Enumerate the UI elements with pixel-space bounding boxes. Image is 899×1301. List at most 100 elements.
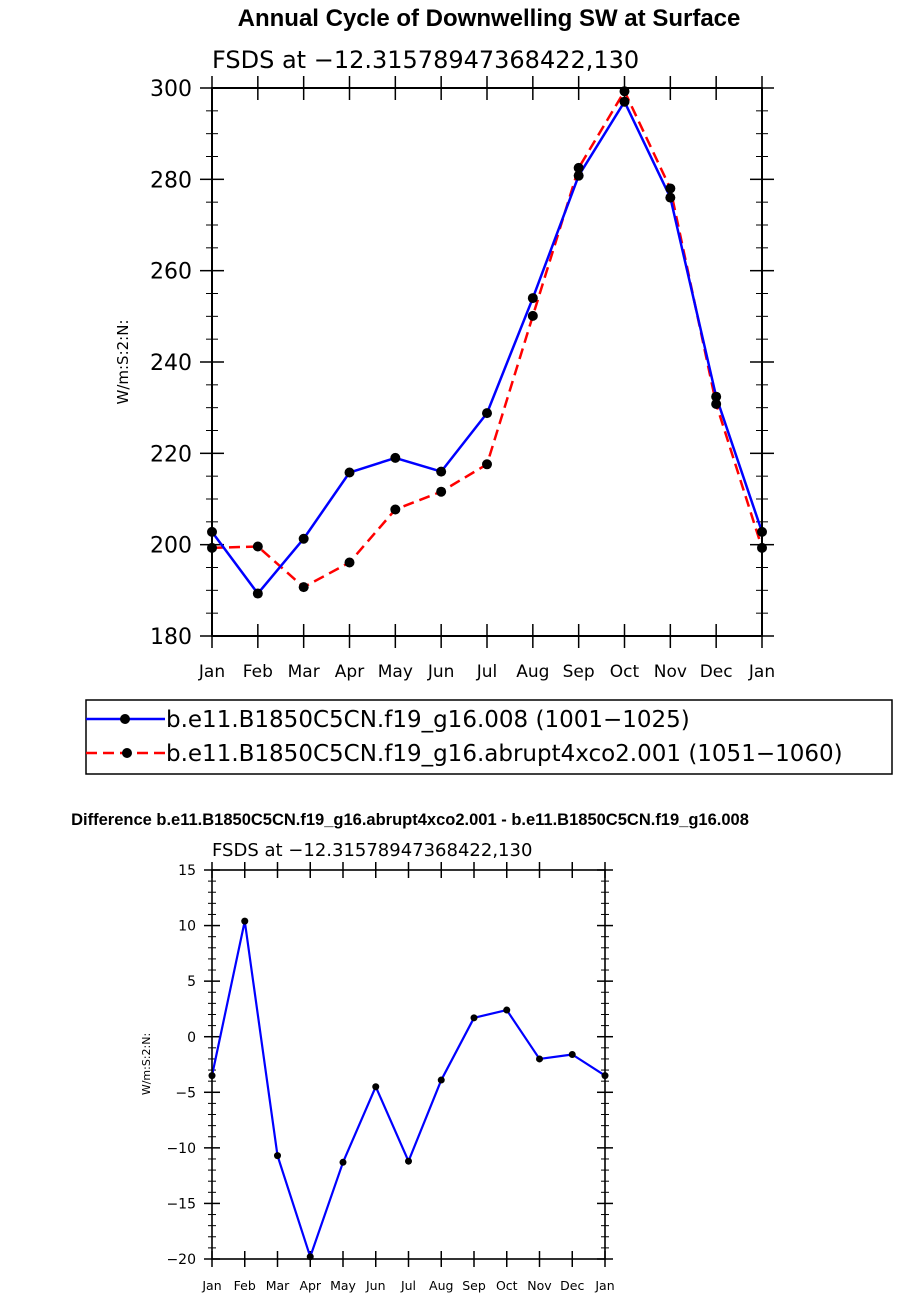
x-tick-label: Nov — [654, 662, 687, 682]
x-tick-label: Jan — [748, 662, 775, 682]
x-tick-label: Jan — [594, 1278, 614, 1293]
series-line-1 — [210, 920, 606, 1258]
series-1-point — [619, 96, 630, 107]
series-1-point — [436, 466, 447, 477]
series-1-point — [405, 1157, 412, 1165]
series-2-point — [436, 486, 447, 497]
series-2-point — [573, 162, 584, 173]
legend-marker-1 — [120, 714, 130, 724]
chart-2-y-tick-labels: −20 −15 −10 −5 0 5 10 15 — [166, 863, 196, 1268]
series-1-point — [482, 408, 492, 419]
x-tick-label: Jan — [198, 662, 225, 682]
series-1-point — [665, 192, 676, 203]
chart-2-title: Difference b.e11.B1850C5CN.f19_g16.abrup… — [71, 811, 749, 829]
y-tick-label: 15 — [178, 863, 196, 879]
x-tick-label: May — [330, 1278, 356, 1293]
y-tick-label: 280 — [150, 168, 192, 193]
chart-2: Difference b.e11.B1850C5CN.f19_g16.abrup… — [71, 811, 749, 1293]
x-tick-label: Apr — [299, 1278, 321, 1293]
x-tick-label: Jul — [476, 662, 498, 682]
series-2-point — [482, 459, 492, 470]
chart-1-x-tick-labels: Jan Feb Mar Apr May Jun Jul Aug Sep Oct Nov Dec Jan — [198, 662, 775, 682]
x-tick-label: Mar — [266, 1278, 290, 1293]
series-1-point — [573, 170, 584, 181]
legend-entry-1: b.e11.B1850C5CN.f19_g16.008 (1001−1025) — [86, 707, 690, 733]
chart-1-legend: b.e11.B1850C5CN.f19_g16.008 (1001−1025) … — [85, 699, 893, 775]
series-1-point — [298, 533, 309, 544]
x-tick-label: Oct — [496, 1278, 518, 1293]
series-2-point — [711, 399, 722, 410]
chart-1-title: Annual Cycle of Downwelling SW at Surfac… — [238, 5, 741, 32]
series-line-2 — [211, 89, 764, 589]
x-tick-label: Dec — [560, 1278, 584, 1293]
x-tick-label: Jun — [365, 1278, 386, 1293]
chart-2-x-tick-labels: Jan Feb Mar Apr May Jun Jul Aug Sep Oct Nov Dec Jan — [201, 1278, 614, 1293]
legend-entry-2: b.e11.B1850C5CN.f19_g16.abrupt4xco2.001 … — [86, 741, 843, 767]
chart-1-plot-frame — [211, 87, 763, 637]
chart-2-series — [208, 917, 609, 1261]
series-1-point — [470, 1014, 478, 1022]
y-tick-label: −5 — [175, 1085, 196, 1101]
series-1-point — [274, 1152, 281, 1160]
x-tick-label: Sep — [462, 1278, 486, 1293]
chart-1-subtitle: FSDS at −12.31578947368422,130 — [212, 46, 639, 74]
x-tick-label: Apr — [335, 662, 364, 682]
y-tick-label: 260 — [150, 260, 192, 285]
legend-label-1: b.e11.B1850C5CN.f19_g16.008 (1001−1025) — [166, 707, 690, 733]
x-tick-label: Jun — [427, 662, 455, 682]
series-1-point — [437, 1076, 445, 1084]
x-tick-label: Nov — [527, 1278, 552, 1293]
x-tick-label: Mar — [288, 662, 320, 682]
x-tick-label: Sep — [563, 662, 595, 682]
series-1-point — [344, 467, 355, 478]
series-1-point — [568, 1050, 576, 1058]
series-2-point — [298, 582, 309, 593]
y-tick-label: 5 — [187, 974, 196, 990]
y-tick-label: 300 — [150, 77, 192, 102]
series-1-point — [711, 391, 722, 402]
chart-1-ticks — [200, 76, 774, 648]
y-tick-label: 200 — [150, 534, 192, 559]
series-1-point — [527, 293, 538, 304]
series-2-point — [390, 504, 401, 515]
x-tick-label: Aug — [429, 1278, 453, 1293]
y-tick-label: −20 — [166, 1252, 196, 1268]
chart-1-y-axis-label: W/m:S:2:N: — [114, 320, 132, 405]
series-2-point — [527, 310, 538, 321]
series-1-point — [536, 1055, 543, 1063]
chart-2-subtitle: FSDS at −12.31578947368422,130 — [212, 840, 532, 861]
y-tick-label: 10 — [178, 919, 196, 935]
series-1-point — [339, 1158, 347, 1166]
series-1-point — [372, 1083, 380, 1091]
y-tick-label: −15 — [166, 1196, 196, 1212]
y-tick-label: 220 — [150, 442, 192, 467]
legend-marker-2 — [122, 748, 132, 758]
series-line-1 — [210, 100, 764, 595]
chart-2-plot-frame — [211, 869, 606, 1260]
x-tick-label: Dec — [700, 662, 733, 682]
x-tick-label: Feb — [243, 662, 273, 682]
x-tick-label: May — [378, 662, 413, 682]
chart-1-y-tick-labels: 180 200 220 240 260 280 300 — [150, 77, 192, 650]
x-tick-label: Jan — [201, 1278, 221, 1293]
legend-label-2: b.e11.B1850C5CN.f19_g16.abrupt4xco2.001 … — [166, 741, 843, 767]
series-1-point — [241, 917, 249, 925]
chart-1-series — [207, 86, 767, 599]
y-tick-label: −10 — [166, 1141, 196, 1157]
x-tick-label: Oct — [610, 662, 640, 682]
chart-1: Annual Cycle of Downwelling SW at Surfac… — [114, 5, 775, 682]
x-tick-label: Feb — [234, 1278, 256, 1293]
series-2-point — [665, 183, 676, 194]
legend-box — [85, 699, 893, 775]
x-tick-label: Aug — [516, 662, 549, 682]
x-tick-label: Jul — [400, 1278, 416, 1293]
series-1-point — [390, 452, 401, 463]
y-tick-label: 0 — [187, 1030, 196, 1046]
series-2-point — [344, 557, 355, 568]
series-2-point — [252, 541, 263, 552]
y-tick-label: 180 — [150, 625, 192, 650]
series-1-point — [503, 1006, 511, 1014]
series-1-point — [252, 588, 263, 599]
chart-2-y-axis-label: W/m:S:2:N: — [140, 1033, 153, 1095]
